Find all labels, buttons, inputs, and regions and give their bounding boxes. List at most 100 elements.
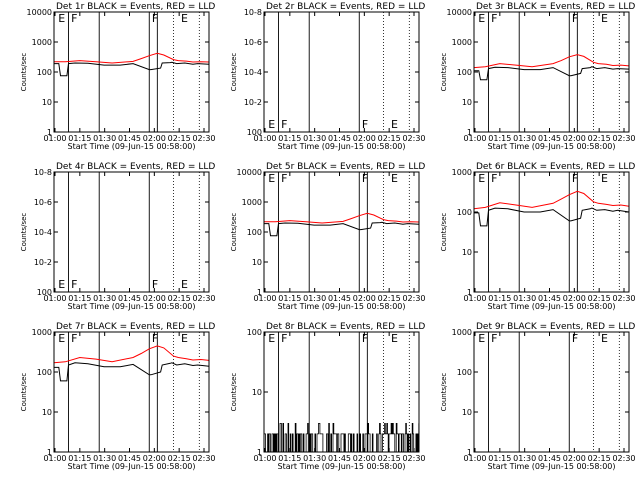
panel-9-flag-label: E [601, 332, 608, 345]
panel-8-xtick-label: 01:45 [328, 454, 351, 463]
panel-6-series-events-line [474, 207, 630, 227]
panel-7-flag-label: F [152, 332, 158, 345]
panel-5-flag-label: F [281, 172, 287, 185]
panel-7-xtick-label: 01:00 [43, 454, 66, 463]
panel-9-ytick-label: 10 [462, 408, 472, 417]
panel-5-xtick-label: 01:45 [328, 294, 351, 303]
panel-8-title: Det 8r BLACK = Events, RED = LLD [266, 322, 425, 332]
panel-9-xtick-label: 02:30 [612, 454, 635, 463]
panel-7-title: Det 7r BLACK = Events, RED = LLD [56, 322, 215, 332]
panel-9-ylabel: Counts/sec [440, 373, 448, 412]
panel-6-xtick-label: 02:00 [563, 294, 586, 303]
panel-1-ytick-label: 100 [37, 68, 52, 77]
panel-8-ytick-label: 100 [247, 328, 262, 337]
panel-5-ytick-label: 10 [252, 258, 262, 267]
panel-3-flag-label: F [491, 12, 497, 25]
panel-1-ytick-label: 10 [42, 98, 52, 107]
panel-8-flag-label: E [268, 332, 275, 345]
panel-2-ytick-label: 10-2 [244, 98, 262, 107]
panel-6-xlabel: Start Time (09-Jun-15 00:58:00) [488, 302, 616, 311]
panel-2-xtick-label: 01:30 [303, 134, 326, 143]
panel-6-ytick-label: 100 [457, 208, 472, 217]
panel-8-ylabel: Counts/sec [230, 373, 238, 412]
panel-8-ytick-label: 1 [257, 448, 262, 457]
panel-4-ylabel: Counts/sec [20, 213, 28, 252]
panel-7-xtick-label: 01:30 [93, 454, 116, 463]
panel-4-xtick-label: 02:00 [143, 294, 166, 303]
panel-7-ylabel: Counts/sec [20, 373, 28, 412]
panel-9-xtick-label: 02:00 [563, 454, 586, 463]
panel-1-ytick-label: 1000 [32, 38, 52, 47]
panel-6-flag-label: E [478, 172, 485, 185]
panel-2-ytick-label: 100 [247, 128, 262, 137]
panel-4-xtick-label: 01:45 [118, 294, 141, 303]
panel-5-xlabel: Start Time (09-Jun-15 00:58:00) [278, 302, 406, 311]
panel-7-ytick-label: 10 [42, 408, 52, 417]
panel-8-flag-label: F [362, 332, 368, 345]
panel-6-xtick-label: 02:30 [612, 294, 635, 303]
panel-1-ytick-label: 10000 [27, 8, 52, 17]
panel-4-ytick-label: 10-6 [34, 198, 52, 207]
panel-3-series-lld-line [473, 54, 630, 69]
panel-4-axes-frame [53, 171, 210, 293]
panel-1-xlabel: Start Time (09-Jun-15 00:58:00) [68, 142, 196, 151]
panel-8-xtick-label: 02:30 [402, 454, 425, 463]
panel-5-ytick-label: 1000 [242, 198, 262, 207]
panel-9-flag-label: F [572, 332, 578, 345]
panel-7-ytick-label: 100 [37, 368, 52, 377]
panel-2-flag-label: E [391, 118, 398, 131]
panel-5-xtick-label: 01:00 [253, 294, 276, 303]
panel-3-ytick-label: 1 [467, 128, 472, 137]
panel-5-xtick-label: 02:30 [402, 294, 425, 303]
panel-6-flag-label: F [572, 172, 578, 185]
panel-5-axes-frame [263, 171, 420, 293]
panel-8-xtick-label: 01:30 [303, 454, 326, 463]
panel-5-ytick-label: 10000 [237, 168, 262, 177]
panel-8-xlabel: Start Time (09-Jun-15 00:58:00) [278, 462, 406, 471]
panel-1-xtick-label: 01:15 [68, 134, 91, 143]
panel-6-title: Det 6r BLACK = Events, RED = LLD [476, 162, 635, 172]
panel-7-xtick-label: 02:30 [192, 454, 215, 463]
panel-9-xtick-label: 01:45 [538, 454, 561, 463]
panel-3-xtick-label: 01:15 [488, 134, 511, 143]
panel-4-flag-label: E [58, 278, 65, 291]
panel-4-flag-label: E [181, 278, 188, 291]
panel-5-flag-label: E [391, 172, 398, 185]
panel-3-ytick-label: 10000 [447, 8, 472, 17]
panel-7-xlabel: Start Time (09-Jun-15 00:58:00) [68, 462, 196, 471]
panel-5-ytick-label: 1 [257, 288, 262, 297]
panel-9-flag-label: E [478, 332, 485, 345]
panel-3-ytick-label: 10 [462, 98, 472, 107]
panel-9-axes-frame [473, 331, 630, 453]
panel-8-xtick-label: 02:15 [378, 454, 401, 463]
panel-1-xtick-label: 02:15 [168, 134, 191, 143]
panel-7-flag-label: E [181, 332, 188, 345]
panel-5-xtick-label: 02:15 [378, 294, 401, 303]
panel-2-xtick-label: 02:00 [353, 134, 376, 143]
panel-3-flag-label: F [572, 12, 578, 25]
panel-1-xtick-label: 01:45 [118, 134, 141, 143]
panel-5-xtick-label: 01:30 [303, 294, 326, 303]
panel-1-series-lld-line [54, 52, 210, 64]
panel-2-axes-frame [263, 11, 420, 133]
panel-4-ytick-label: 100 [37, 288, 52, 297]
panel-5-xtick-label: 02:00 [353, 294, 376, 303]
panel-4-xtick-label: 01:00 [43, 294, 66, 303]
panel-7-xtick-label: 02:00 [143, 454, 166, 463]
panel-6-series-lld-line [473, 190, 630, 210]
panel-1-series-events-line [54, 61, 210, 77]
panel-3-xtick-label: 02:30 [612, 134, 635, 143]
panel-8-xtick-label: 01:00 [253, 454, 276, 463]
panel-8-ytick-label: 10 [252, 388, 262, 397]
panel-4-flag-label: F [71, 278, 77, 291]
panel-1-flag-label: E [58, 12, 65, 25]
panel-5-xtick-label: 01:15 [278, 294, 301, 303]
panel-1-flag-label: F [71, 12, 77, 25]
panel-7-flag-label: F [71, 332, 77, 345]
panel-8-series-events-line [264, 422, 420, 453]
panel-3-xtick-label: 02:15 [588, 134, 611, 143]
panel-5-series-events-line [264, 221, 420, 237]
panel-6-ytick-label: 10 [462, 248, 472, 257]
